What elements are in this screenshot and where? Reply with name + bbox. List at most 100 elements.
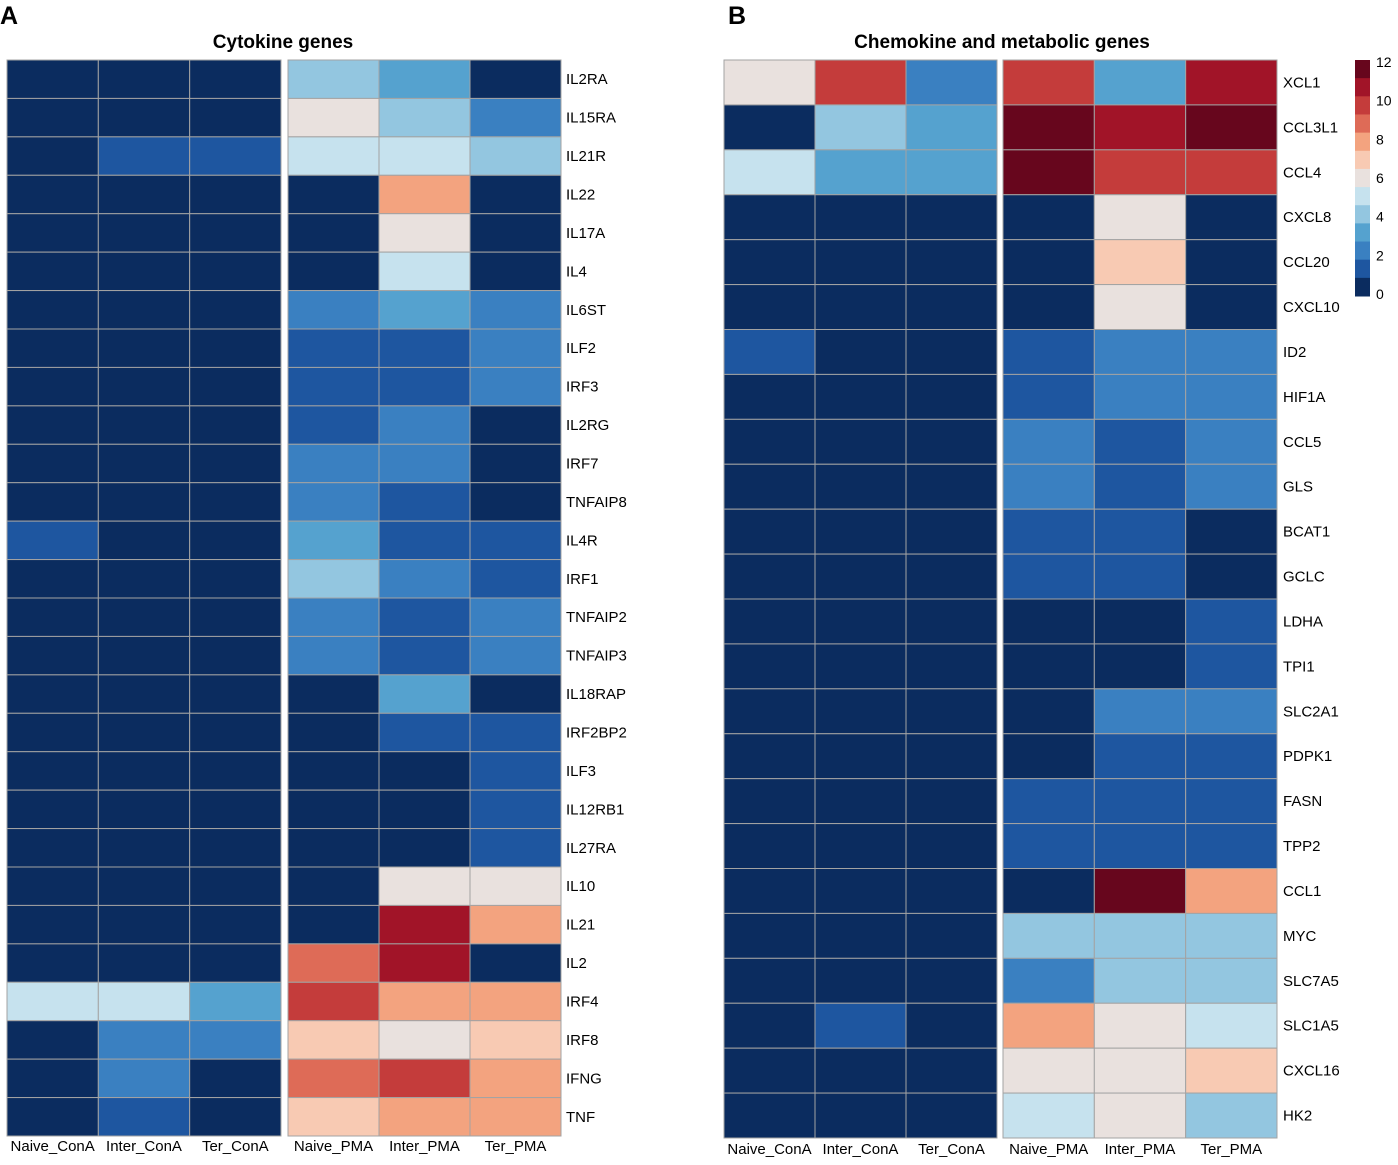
heatmap-cell-irf8-inter_pma — [378, 1020, 471, 1060]
legend-tick-label: 6 — [1376, 170, 1384, 186]
heatmap-cell-tnfaip8-naive_cona — [6, 482, 99, 522]
heatmap-cell-gclc-naive_cona — [723, 553, 816, 600]
heatmap-cell-cxcl16-inter_cona — [814, 1047, 907, 1094]
legend-swatch-11 — [1355, 78, 1370, 97]
row-label-id2: ID2 — [1283, 344, 1306, 361]
heatmap-cell-il2ra-ter_pma — [469, 59, 562, 99]
row-label-slc2a1: SLC2A1 — [1283, 703, 1339, 720]
heatmap-cell-irf4-naive_cona — [6, 981, 99, 1022]
row-label-tpp2: TPP2 — [1283, 838, 1321, 855]
heatmap-cell-tnf-ter_pma — [469, 1097, 562, 1137]
heatmap-cell-il17a-ter_cona — [189, 213, 282, 253]
heatmap-cell-fasn-ter_pma — [1185, 778, 1278, 825]
heatmap-cell-il2-ter_cona — [189, 943, 282, 983]
heatmap-cell-ldha-ter_cona — [905, 598, 998, 645]
heatmap-cell-irf8-inter_cona — [97, 1020, 191, 1060]
heatmap-cell-irf3-ter_pma — [469, 366, 562, 407]
heatmap-cell-id2-naive_cona — [723, 329, 816, 375]
row-label-ccl3l1: CCL3L1 — [1283, 119, 1338, 136]
heatmap-block-frame-2 — [287, 59, 562, 1137]
heatmap-cell-tnfaip3-inter_cona — [97, 635, 191, 676]
heatmap-cell-ldha-naive_pma — [1002, 598, 1095, 645]
legend-tick-label: 2 — [1376, 247, 1384, 263]
column-label-naive_cona: Naive_ConA — [11, 1138, 95, 1155]
heatmap-cell-il4-inter_pma — [378, 251, 471, 292]
panel-b-letter: B — [728, 2, 746, 30]
heatmap-cell-il15ra-inter_pma — [378, 97, 471, 138]
heatmap-cell-il17a-inter_cona — [97, 213, 191, 253]
row-label-hk2: HK2 — [1283, 1108, 1312, 1125]
legend-tick-label: 0 — [1376, 286, 1384, 302]
heatmap-cell-il2ra-inter_cona — [97, 59, 191, 99]
heatmap-cell-tpp2-naive_pma — [1002, 823, 1095, 870]
heatmap-cell-xcl1-ter_pma — [1185, 59, 1278, 106]
heatmap-cell-il2ra-naive_cona — [6, 59, 99, 99]
heatmap-cell-ilf3-inter_cona — [97, 751, 191, 791]
heatmap-cell-tpp2-ter_cona — [905, 823, 998, 870]
heatmap-cell-ccl4-naive_cona — [723, 149, 816, 196]
heatmap-cell-irf8-ter_cona — [189, 1020, 282, 1060]
heatmap-cell-ccl3l1-naive_pma — [1002, 104, 1095, 151]
heatmap-cell-il27ra-ter_cona — [189, 828, 282, 868]
heatmap-cell-cxcl10-ter_pma — [1185, 284, 1278, 330]
heatmap-cell-gls-naive_pma — [1002, 463, 1095, 510]
heatmap-cell-gclc-inter_cona — [814, 553, 907, 600]
heatmap-cell-irf1-naive_pma — [287, 559, 380, 599]
row-label-irf4: IRF4 — [566, 994, 599, 1011]
heatmap-cell-il17a-inter_pma — [378, 213, 471, 253]
heatmap-cell-ccl20-ter_pma — [1185, 239, 1278, 286]
heatmap-cell-hk2-inter_cona — [814, 1092, 907, 1139]
heatmap-cell-bcat1-inter_pma — [1093, 508, 1187, 555]
legend-swatch-5 — [1355, 187, 1370, 206]
heatmap-cell-il21-ter_cona — [189, 904, 282, 945]
heatmap-cell-il12rb1-naive_cona — [6, 789, 99, 830]
heatmap-cell-xcl1-naive_cona — [723, 59, 816, 106]
heatmap-cell-fasn-naive_pma — [1002, 778, 1095, 825]
heatmap-cell-cxcl16-ter_pma — [1185, 1047, 1278, 1094]
row-label-il2rg: IL2RG — [566, 417, 609, 434]
row-label-il2: IL2 — [566, 955, 587, 972]
heatmap-cell-hif1a-ter_pma — [1185, 373, 1278, 420]
panel-a-letter: A — [0, 2, 18, 30]
heatmap-cell-il18rap-naive_cona — [6, 674, 99, 714]
row-label-irf8: IRF8 — [566, 1032, 599, 1049]
heatmap-cell-ccl1-ter_cona — [905, 868, 998, 914]
heatmap-cell-irf8-ter_pma — [469, 1020, 562, 1060]
heatmap-cell-gls-inter_pma — [1093, 463, 1187, 510]
legend-swatch-10 — [1355, 96, 1370, 115]
heatmap-cell-slc2a1-ter_cona — [905, 688, 998, 735]
heatmap-cell-tnfaip2-inter_pma — [378, 597, 471, 637]
heatmap-block-frame-2 — [1002, 59, 1278, 1139]
heatmap-cell-il22-ter_pma — [469, 174, 562, 215]
heatmap-cell-il21-inter_pma — [378, 904, 471, 945]
heatmap-cell-ccl4-naive_pma — [1002, 149, 1095, 196]
heatmap-cell-il12rb1-inter_pma — [378, 789, 471, 830]
heatmap-cell-pdpk1-ter_cona — [905, 733, 998, 780]
heatmap-cell-irf4-ter_cona — [189, 981, 282, 1022]
heatmap-cell-il4-naive_pma — [287, 251, 380, 292]
heatmap-cell-tpp2-inter_pma — [1093, 823, 1187, 870]
heatmap-cell-cxcl8-naive_pma — [1002, 194, 1095, 241]
heatmap-cell-cxcl10-inter_cona — [814, 284, 907, 330]
heatmap-cell-tnfaip8-ter_pma — [469, 482, 562, 522]
heatmap-cell-hk2-naive_pma — [1002, 1092, 1095, 1139]
column-label-inter_cona: Inter_ConA — [823, 1141, 899, 1158]
heatmap-cell-tnfaip3-inter_pma — [378, 635, 471, 676]
legend-swatch-9 — [1355, 114, 1370, 134]
heatmap-cell-irf3-inter_cona — [97, 366, 191, 407]
row-label-tnf: TNF — [566, 1109, 595, 1126]
heatmap-cell-irf3-naive_pma — [287, 366, 380, 407]
heatmap-cell-hk2-inter_pma — [1093, 1092, 1187, 1139]
legend-tick-label: 4 — [1376, 209, 1384, 225]
heatmap-cell-il6st-inter_pma — [378, 290, 471, 330]
heatmap-cell-bcat1-naive_cona — [723, 508, 816, 555]
heatmap-cell-irf4-ter_pma — [469, 981, 562, 1022]
heatmap-cell-il18rap-inter_cona — [97, 674, 191, 714]
heatmap-cell-cxcl16-inter_pma — [1093, 1047, 1187, 1094]
heatmap-cell-tpp2-inter_cona — [814, 823, 907, 870]
row-label-tnfaip3: TNFAIP3 — [566, 648, 627, 665]
heatmap-cell-il10-ter_pma — [469, 866, 562, 906]
heatmap-cell-xcl1-naive_pma — [1002, 59, 1095, 106]
heatmap-cell-il6st-ter_cona — [189, 290, 282, 330]
heatmap-cell-il2-ter_pma — [469, 943, 562, 983]
